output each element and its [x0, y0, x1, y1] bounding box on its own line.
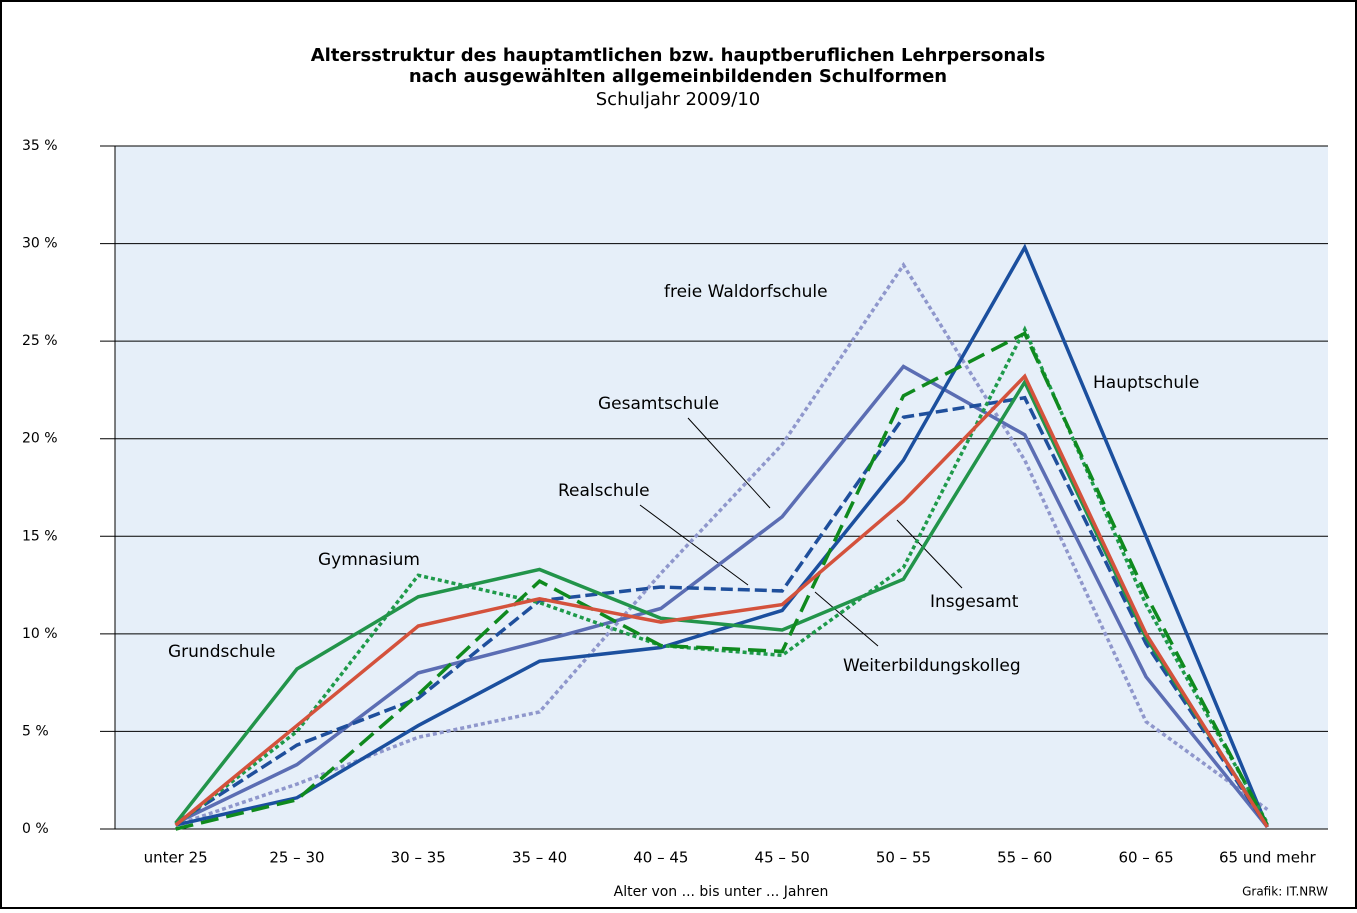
- series-line: [174, 378, 1269, 827]
- series-label: Gesamtschule: [598, 394, 719, 414]
- y-tick-label: 10 %: [22, 626, 58, 642]
- series-line: [174, 364, 1269, 829]
- series-line: [175, 243, 1269, 828]
- x-tick-label: 50 – 55: [876, 849, 931, 867]
- series-line: [174, 373, 1269, 828]
- series-label: Weiterbildungskolleg: [843, 656, 1021, 676]
- y-tick-label: 5 %: [22, 723, 49, 739]
- source: Grafik: IT.NRW: [1242, 885, 1328, 899]
- chart-title: Altersstruktur des hauptamtlichen bzw. h…: [311, 45, 1046, 66]
- chart-subtitle: Schuljahr 2009/10: [596, 89, 760, 110]
- x-tick-label: 60 – 65: [1118, 849, 1173, 867]
- y-tick-label: 0 %: [22, 821, 49, 837]
- x-tick-label: 30 – 35: [391, 849, 446, 867]
- y-tick-label: 20 %: [22, 431, 58, 447]
- leader-line: [687, 417, 771, 509]
- series-label: freie Waldorfschule: [664, 282, 828, 302]
- leader-lines: [639, 417, 963, 647]
- series-label: Hauptschule: [1093, 373, 1199, 393]
- x-tick-label: 40 – 45: [633, 849, 688, 867]
- chart-title: nach ausgewählten allgemeinbildenden Sch…: [409, 66, 947, 87]
- x-tick-label: 35 – 40: [512, 849, 567, 867]
- x-tick-label: unter 25: [144, 849, 208, 867]
- series-line: [175, 261, 1269, 827]
- leader-line: [896, 519, 963, 589]
- y-tick-label: 30 %: [22, 236, 58, 252]
- x-axis-label: Alter von ... bis unter ... Jahren: [614, 884, 829, 900]
- series-label: Insgesamt: [930, 592, 1019, 612]
- x-tick-label: 65 und mehr: [1219, 849, 1317, 867]
- series-label: Gymnasium: [318, 550, 420, 570]
- series-label: Grundschule: [168, 642, 275, 662]
- leader-line: [814, 591, 879, 647]
- series-line: [174, 395, 1269, 829]
- x-tick-label: 55 – 60: [997, 849, 1052, 867]
- series-label: Realschule: [558, 481, 650, 501]
- leader-line: [639, 504, 749, 586]
- x-tick-label: 45 – 50: [755, 849, 810, 867]
- y-tick-label: 25 %: [22, 333, 58, 349]
- x-tick-label: 25 – 30: [269, 849, 324, 867]
- series-line: [174, 325, 1269, 827]
- y-tick-label: 35 %: [22, 138, 58, 154]
- y-tick-label: 15 %: [22, 528, 58, 544]
